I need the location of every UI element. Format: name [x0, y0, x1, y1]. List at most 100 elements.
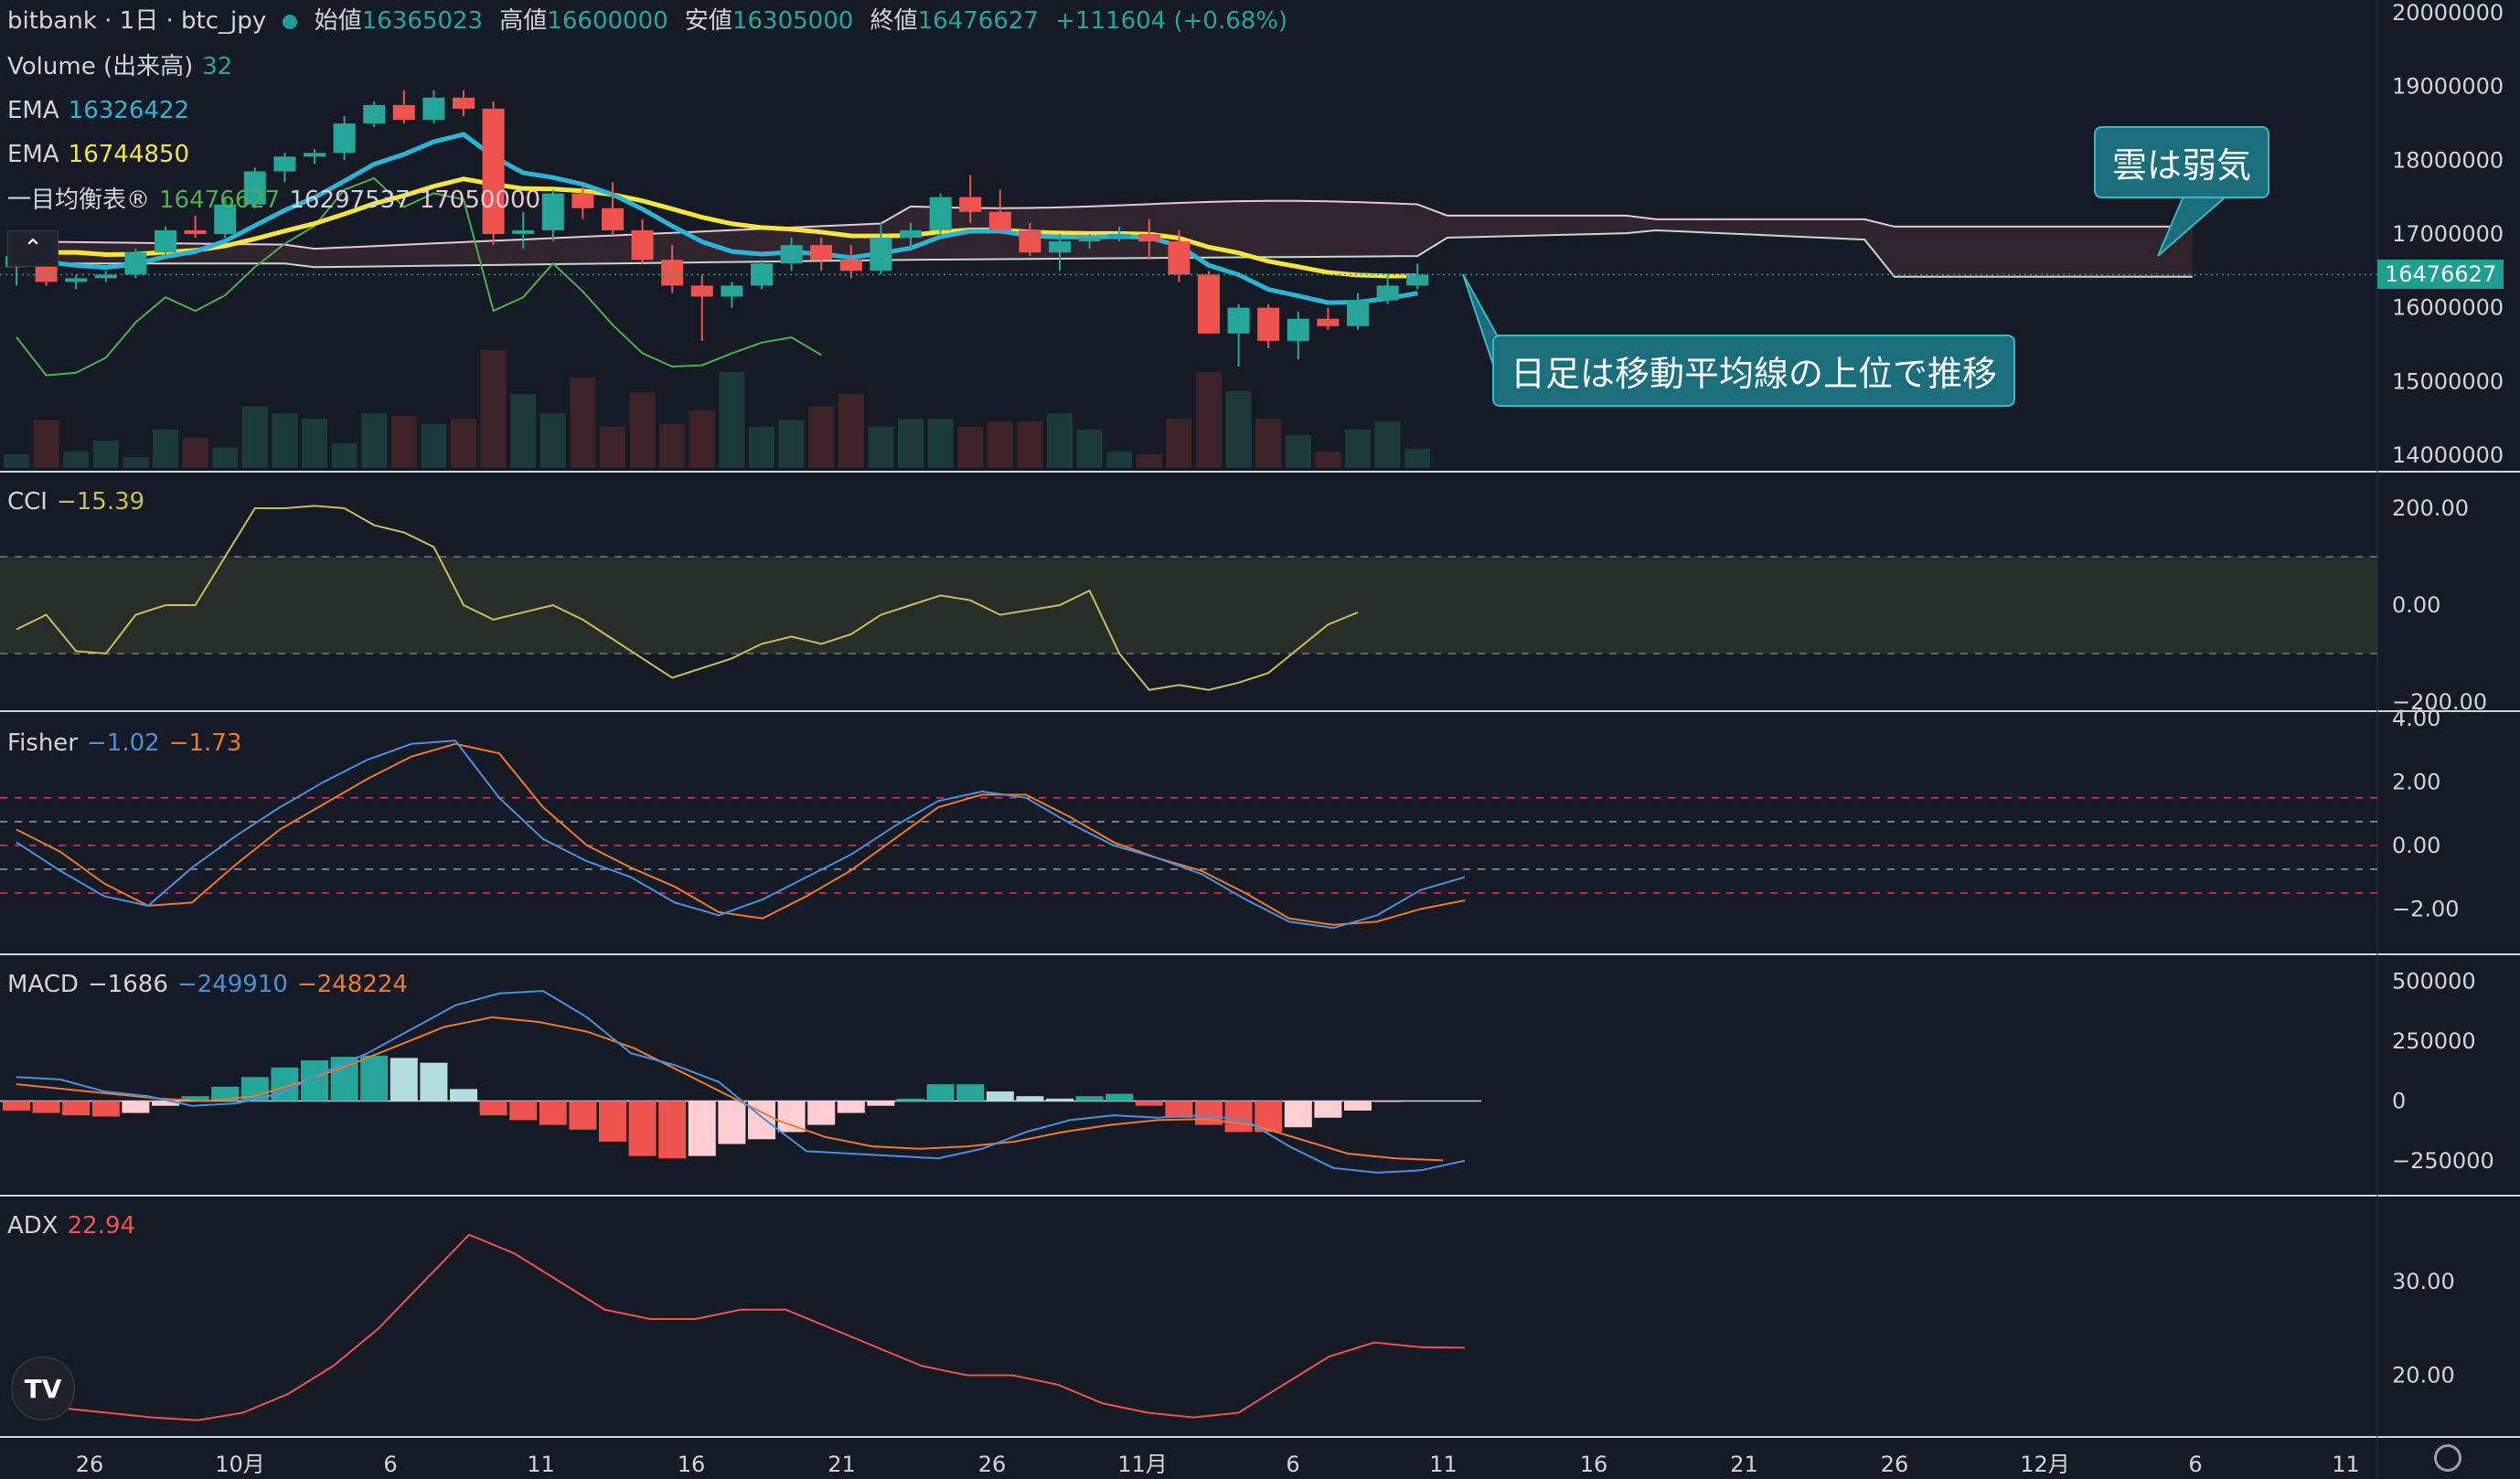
volume-bar [719, 372, 745, 468]
macd-axis-tick-label: 250000 [2392, 1028, 2476, 1054]
candle-body [1287, 318, 1309, 341]
volume-bar [987, 421, 1013, 468]
volume-bar [629, 392, 656, 468]
macd-histogram-bar [360, 1055, 389, 1101]
candle-body [1108, 233, 1131, 239]
fisher-axis-tick-label: 4.00 [2392, 706, 2440, 731]
time-axis-tick-label: 11 [527, 1452, 555, 1477]
symbol-header: bitbank · 1日 · btc_jpy 始値16365023 高値1660… [7, 7, 1297, 35]
volume-bar [92, 441, 119, 468]
fisher-legend[interactable]: Fisher −1.02 −1.73 [7, 729, 251, 757]
ichimoku-legend[interactable]: 一目均衡表® 16476627 16297537 17050000 [7, 186, 550, 214]
adx-legend[interactable]: ADX 22.94 [7, 1212, 144, 1240]
volume-bar [4, 454, 29, 468]
volume-bar [480, 350, 507, 468]
macd-hist-value: −1686 [87, 971, 168, 998]
price-axis-tick-label: 20000000 [2392, 0, 2504, 26]
macd-histogram-bar [628, 1101, 657, 1156]
macd-histogram-bar [777, 1101, 806, 1133]
symbol-title[interactable]: bitbank · 1日 · btc_jpy [7, 7, 267, 35]
ema-fast-legend[interactable]: EMA 16326422 [7, 97, 198, 124]
volume-bar [570, 378, 596, 468]
ema-slow-line [16, 176, 1418, 279]
macd-histogram-bar [1105, 1093, 1134, 1101]
candle-body [1347, 300, 1369, 326]
open-value: 16365023 [361, 7, 484, 35]
macd-histogram-bar [539, 1101, 567, 1125]
ichimoku-label: 一目均衡表® [7, 186, 151, 214]
volume-legend[interactable]: Volume (出来高) 32 [7, 53, 241, 80]
macd-histogram-bar [926, 1084, 955, 1101]
gear-icon[interactable] [2434, 1444, 2461, 1472]
fisher-axis-tick-label: −2.00 [2392, 896, 2460, 921]
macd-axis-tick-label: 500000 [2392, 969, 2476, 995]
candle-body [571, 193, 594, 208]
close-value: 16476627 [917, 7, 1039, 35]
adx-axis-tick-label: 30.00 [2392, 1269, 2455, 1294]
ichimoku-chikou-line [16, 176, 822, 377]
macd-histogram-bar [420, 1062, 448, 1101]
callout-daily-above-ma: 日足は移動平均線の上位で推移 [1492, 335, 2016, 407]
cci-legend[interactable]: CCI −15.39 [7, 488, 154, 516]
ichimoku-v2: 16297537 [289, 186, 411, 214]
time-axis-tick-label: 16 [678, 1452, 706, 1477]
volume-bar [868, 427, 894, 468]
close-label: 終値 [870, 7, 918, 35]
adx-axis-tick-label: 20.00 [2392, 1363, 2455, 1389]
candle-body [929, 197, 952, 230]
macd-histogram-bar [181, 1096, 209, 1101]
candle-body [124, 252, 147, 275]
macd-histogram-bar [211, 1086, 240, 1101]
open-label: 始値 [314, 7, 362, 35]
time-axis-tick-label: 11 [1429, 1452, 1458, 1477]
macd-histogram-bar [718, 1101, 746, 1144]
macd-histogram-bar [122, 1101, 150, 1113]
volume-bar [272, 413, 298, 468]
price-axis-tick-label: 14000000 [2392, 442, 2504, 468]
candle-body [65, 278, 88, 282]
volume-bar [212, 447, 239, 468]
candle-body [1137, 233, 1160, 242]
collapse-legend-button[interactable]: ⌃ [7, 230, 59, 267]
tradingview-logo-icon[interactable]: TV [11, 1357, 75, 1420]
macd-histogram-bar [1165, 1101, 1193, 1118]
time-axis-tick-label: 11 [2332, 1452, 2360, 1477]
fisher-label: Fisher [7, 729, 78, 757]
candle-body [1019, 229, 1041, 253]
candle-body [631, 229, 654, 261]
volume-bar [451, 419, 476, 468]
macd-histogram-bar [658, 1101, 687, 1159]
volume-bar [182, 438, 208, 468]
time-axis-tick-label: 11月 [1117, 1452, 1168, 1477]
candle-body [1406, 274, 1429, 286]
time-axis-tick-label: 26 [1881, 1452, 1909, 1477]
volume-bar [361, 413, 388, 468]
macd-histogram-bar [1016, 1096, 1044, 1101]
cci-label: CCI [7, 488, 48, 516]
current-price-label: 16476627 [2377, 260, 2504, 289]
high-value: 16600000 [547, 7, 668, 35]
candle-body [661, 260, 684, 286]
time-axis-tick-label: 12月 [2020, 1452, 2070, 1477]
time-axis-tick-label: 21 [828, 1452, 856, 1477]
macd-value: −249910 [176, 971, 288, 998]
volume-bar [778, 420, 805, 468]
candle-body [988, 211, 1011, 230]
volume-bar [1106, 452, 1133, 468]
candle-body [721, 285, 743, 297]
macd-histogram-bar [837, 1101, 865, 1113]
volume-bar [1285, 435, 1311, 468]
ema-slow-legend[interactable]: EMA 16744850 [7, 141, 198, 168]
candle-body [870, 238, 892, 271]
volume-bar [838, 394, 864, 468]
macd-histogram-bar [3, 1101, 30, 1111]
macd-legend[interactable]: MACD −1686 −249910 −248224 [7, 971, 417, 998]
price-axis-tick-label: 15000000 [2392, 368, 2504, 394]
candle-body [900, 229, 922, 239]
ichimoku-span-b-line [16, 229, 2193, 278]
fisher-line [16, 740, 1466, 930]
live-dot-icon [283, 14, 298, 29]
volume-bar [1345, 430, 1371, 468]
macd-histogram-bar [1135, 1101, 1163, 1106]
